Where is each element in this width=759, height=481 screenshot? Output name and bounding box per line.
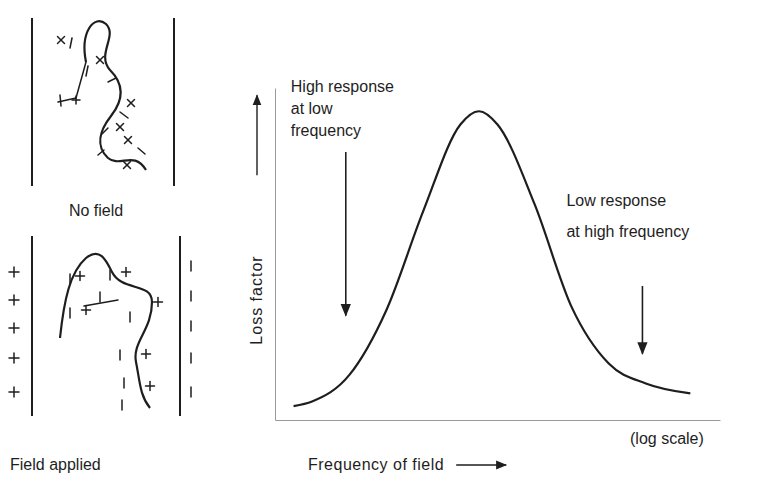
x-axis [276,420,721,421]
dipole-cross [58,37,65,44]
plate-line [179,236,181,416]
dipole-cross [117,124,124,131]
x-axis-line [276,420,721,421]
minus-sign [190,387,192,397]
minus-sign [190,321,192,331]
panel-field-applied: Field applied [9,236,191,473]
polymer-chain [60,254,152,408]
dipole-dash [121,400,123,410]
panel-label: Field applied [10,456,101,473]
x-axis-title: Frequency of field [308,456,444,473]
plus-sign [125,268,127,277]
loss-curve [294,111,691,406]
dipole-dash [109,270,111,280]
plus-sign [75,96,77,104]
dipole-dash [60,95,61,106]
dipole-cross [125,137,132,144]
annotation-text: at high frequency [566,223,689,240]
dipole-dash [108,78,116,82]
polymer-chain-branch [76,62,86,98]
minus-sign [190,261,192,271]
panel-no-field: No field [32,18,174,219]
dipole-cross [97,57,104,64]
x-axis-arrow [456,464,506,465]
plate-line [173,18,175,186]
dipole-dash [98,150,104,155]
dipole-cross [128,100,135,107]
annotation: High response at low frequency [291,78,394,139]
dipole-dash [123,378,125,388]
dipole-dash [70,38,72,48]
plus-sign [145,350,147,359]
y-axis-line [275,89,276,421]
dipole-cross [97,57,104,64]
annotation-text: frequency [291,122,361,139]
y-axis-arrow [256,95,257,175]
dipole-dash [119,350,121,360]
dipole-dash [102,128,108,134]
diagram: No field Field applied [9,18,191,473]
dipole-dash [129,312,131,322]
annotation-text: Low response [566,192,666,209]
y-axis-title: Loss factor [248,255,265,344]
polymer-chain-branch [84,300,118,306]
x-scale-note: (log scale) [630,430,704,447]
y-axis [275,89,276,421]
dipole-cross [124,162,131,169]
plus-sign [13,267,15,277]
plate-line [31,18,33,186]
polymer-chain [85,21,146,170]
dipole-cross [128,100,135,107]
plus-sign [13,387,15,397]
annotation-arrow [345,152,347,316]
plus-sign [13,295,15,305]
annotation-arrow [642,286,644,354]
plus-sign [13,353,15,363]
dipole-dash [86,66,88,76]
dipole-dash [99,292,101,302]
plus-sign [13,323,15,333]
plot-area [294,111,691,406]
annotation: Low response at high frequency [566,192,689,240]
figure: High response at low frequency Low response… [0,0,759,481]
dipole-cross [125,137,132,144]
plus-sign [79,272,81,281]
dipole-cross [117,124,124,131]
dipole-cross [124,162,131,169]
plate-line [31,236,33,416]
plus-sign [85,306,87,315]
dipole-dash [69,274,71,284]
minus-sign [190,291,192,301]
annotation-text: at low [291,100,333,117]
annotation-text: High response [291,78,394,95]
plus-sign [157,298,159,307]
dipole-dash [138,148,145,154]
plus-sign [149,382,151,391]
dipole-dash [69,308,71,318]
minus-sign [190,353,192,363]
panel-label: No field [69,202,123,219]
dipole-cross [58,37,65,44]
dipole-dash [120,112,128,118]
